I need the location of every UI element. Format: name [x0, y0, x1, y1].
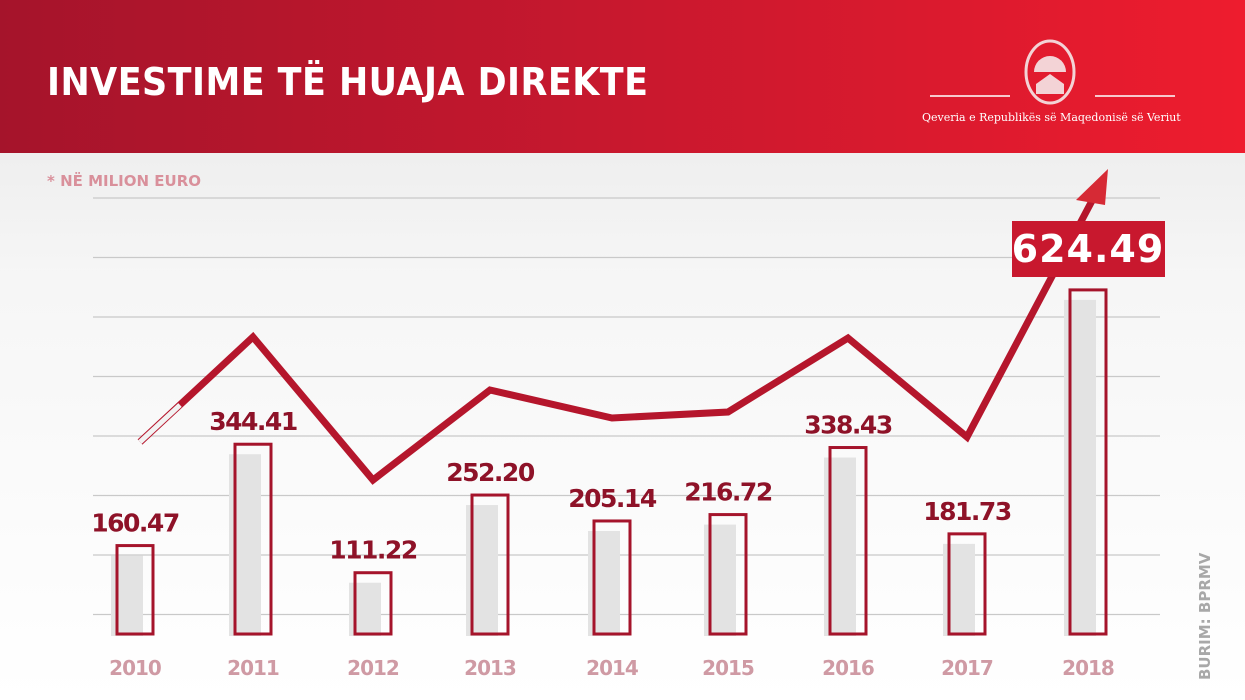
logo-caption: Qeveria e Republikës së Maqedonisë së Ve… — [922, 111, 1181, 124]
bar-2015 — [708, 513, 748, 636]
arrow-head-icon — [1076, 169, 1108, 205]
year-label: 2015 — [702, 656, 754, 680]
header-banner: INVESTIME TË HUAJA DIREKTE Qeveria e Rep… — [0, 0, 1245, 153]
value-label: 344.41 — [209, 407, 297, 436]
coat-of-arms-icon — [1024, 39, 1076, 105]
page-title: INVESTIME TË HUAJA DIREKTE — [47, 60, 649, 104]
highlight-value-box — [1012, 221, 1165, 277]
year-label: 2014 — [586, 656, 638, 680]
value-label: 216.72 — [684, 478, 772, 507]
year-label: 2018 — [1062, 656, 1114, 680]
value-label: 160.47 — [91, 509, 179, 538]
bar-2011 — [233, 442, 273, 636]
year-label: 2012 — [347, 656, 399, 680]
value-label: 252.20 — [446, 458, 535, 487]
bar-2012 — [353, 571, 393, 636]
logo-divider-right — [1095, 95, 1175, 97]
trend-line — [137, 178, 1107, 485]
bar-2014 — [592, 519, 632, 636]
bar-2010 — [115, 544, 155, 636]
value-label: 181.73 — [923, 497, 1011, 526]
trend-line-taper — [138, 403, 182, 444]
year-label: 2013 — [464, 656, 516, 680]
year-label: 2016 — [822, 656, 874, 680]
bar-2016 — [828, 446, 868, 636]
value-label: 338.43 — [804, 411, 892, 440]
year-label: 2017 — [941, 656, 993, 680]
value-label: 111.22 — [329, 536, 417, 565]
bar-2018 — [1068, 288, 1108, 636]
highlight-value-label: 624.49 — [1012, 227, 1165, 271]
unit-note: * NË MILION EURO — [47, 172, 201, 190]
bar-2013 — [470, 493, 510, 636]
bar-2017 — [947, 532, 987, 636]
logo-divider-left — [930, 95, 1010, 97]
value-label: 205.14 — [568, 484, 657, 513]
year-label: 2011 — [227, 656, 279, 680]
year-label: 2010 — [109, 656, 161, 680]
